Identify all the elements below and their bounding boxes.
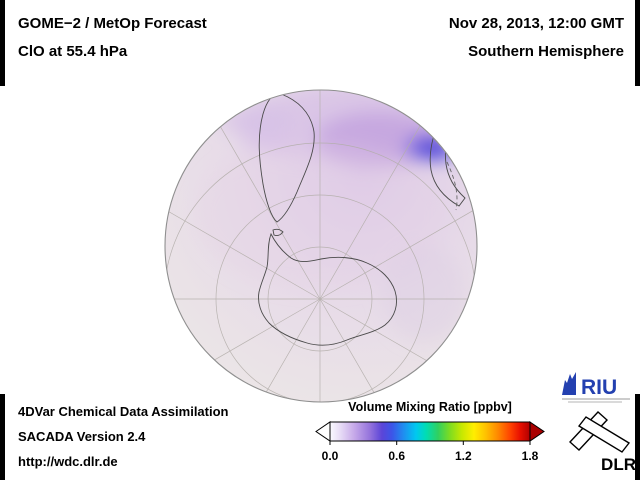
species-level: ClO at 55.4 hPa (18, 43, 128, 60)
product-title: GOME−2 / MetOp Forecast (18, 15, 207, 32)
frame-bar-top-left (0, 0, 5, 86)
frame-bar-top-right (635, 0, 640, 86)
assimilation-label: 4DVar Chemical Data Assimilation (18, 404, 229, 419)
colorbar-ticks (329, 441, 531, 445)
limb-dashed-line (446, 161, 458, 211)
version-label: SACADA Version 2.4 (18, 429, 146, 444)
header-right: Nov 28, 2013, 12:00 GMT Southern Hemisph… (449, 10, 624, 66)
antarctica-outline (258, 232, 397, 346)
tick-label-1: 0.6 (388, 449, 405, 463)
colorbar-gradient-bar (329, 421, 531, 442)
datetime-label: Nov 28, 2013, 12:00 GMT (448, 15, 624, 32)
dlr-logo: DLR (568, 411, 636, 474)
riu-logo: RIU (562, 372, 630, 403)
colorbar-tick-labels: 0.0 0.6 1.2 1.8 (322, 449, 539, 463)
globe-map (164, 89, 478, 403)
colorbar-over-arrow (529, 421, 545, 442)
riu-logo-text: RIU (581, 376, 617, 399)
graticule (165, 90, 477, 402)
colorbar: Volume Mixing Ratio [ppbv] 0.0 0.6 1.2 1… (315, 400, 545, 463)
dlr-bird-icon (568, 411, 631, 453)
tick-label-3: 1.8 (522, 449, 539, 463)
url-label: http://wdc.dlr.de (18, 454, 118, 469)
tick-label-0: 0.0 (322, 449, 339, 463)
frame-bar-bottom-left (0, 394, 5, 480)
hemisphere-label: Southern Hemisphere (468, 43, 624, 60)
coastlines (258, 93, 466, 346)
colorbar-title: Volume Mixing Ratio [ppbv] (348, 400, 512, 414)
footer-credits: 4DVar Chemical Data Assimilation SACADA … (18, 399, 229, 474)
tick-label-2: 1.2 (455, 449, 472, 463)
south-america-outline (258, 93, 315, 223)
dlr-logo-text: DLR (601, 455, 636, 474)
tierra-del-fuego-outline (272, 228, 284, 237)
riu-cathedral-icon (562, 372, 576, 395)
globe-rim (164, 89, 478, 403)
colorbar-under-arrow (315, 421, 331, 442)
header-left: GOME−2 / MetOp Forecast ClO at 55.4 hPa (18, 10, 207, 66)
frame-bar-bottom-right (635, 394, 640, 480)
